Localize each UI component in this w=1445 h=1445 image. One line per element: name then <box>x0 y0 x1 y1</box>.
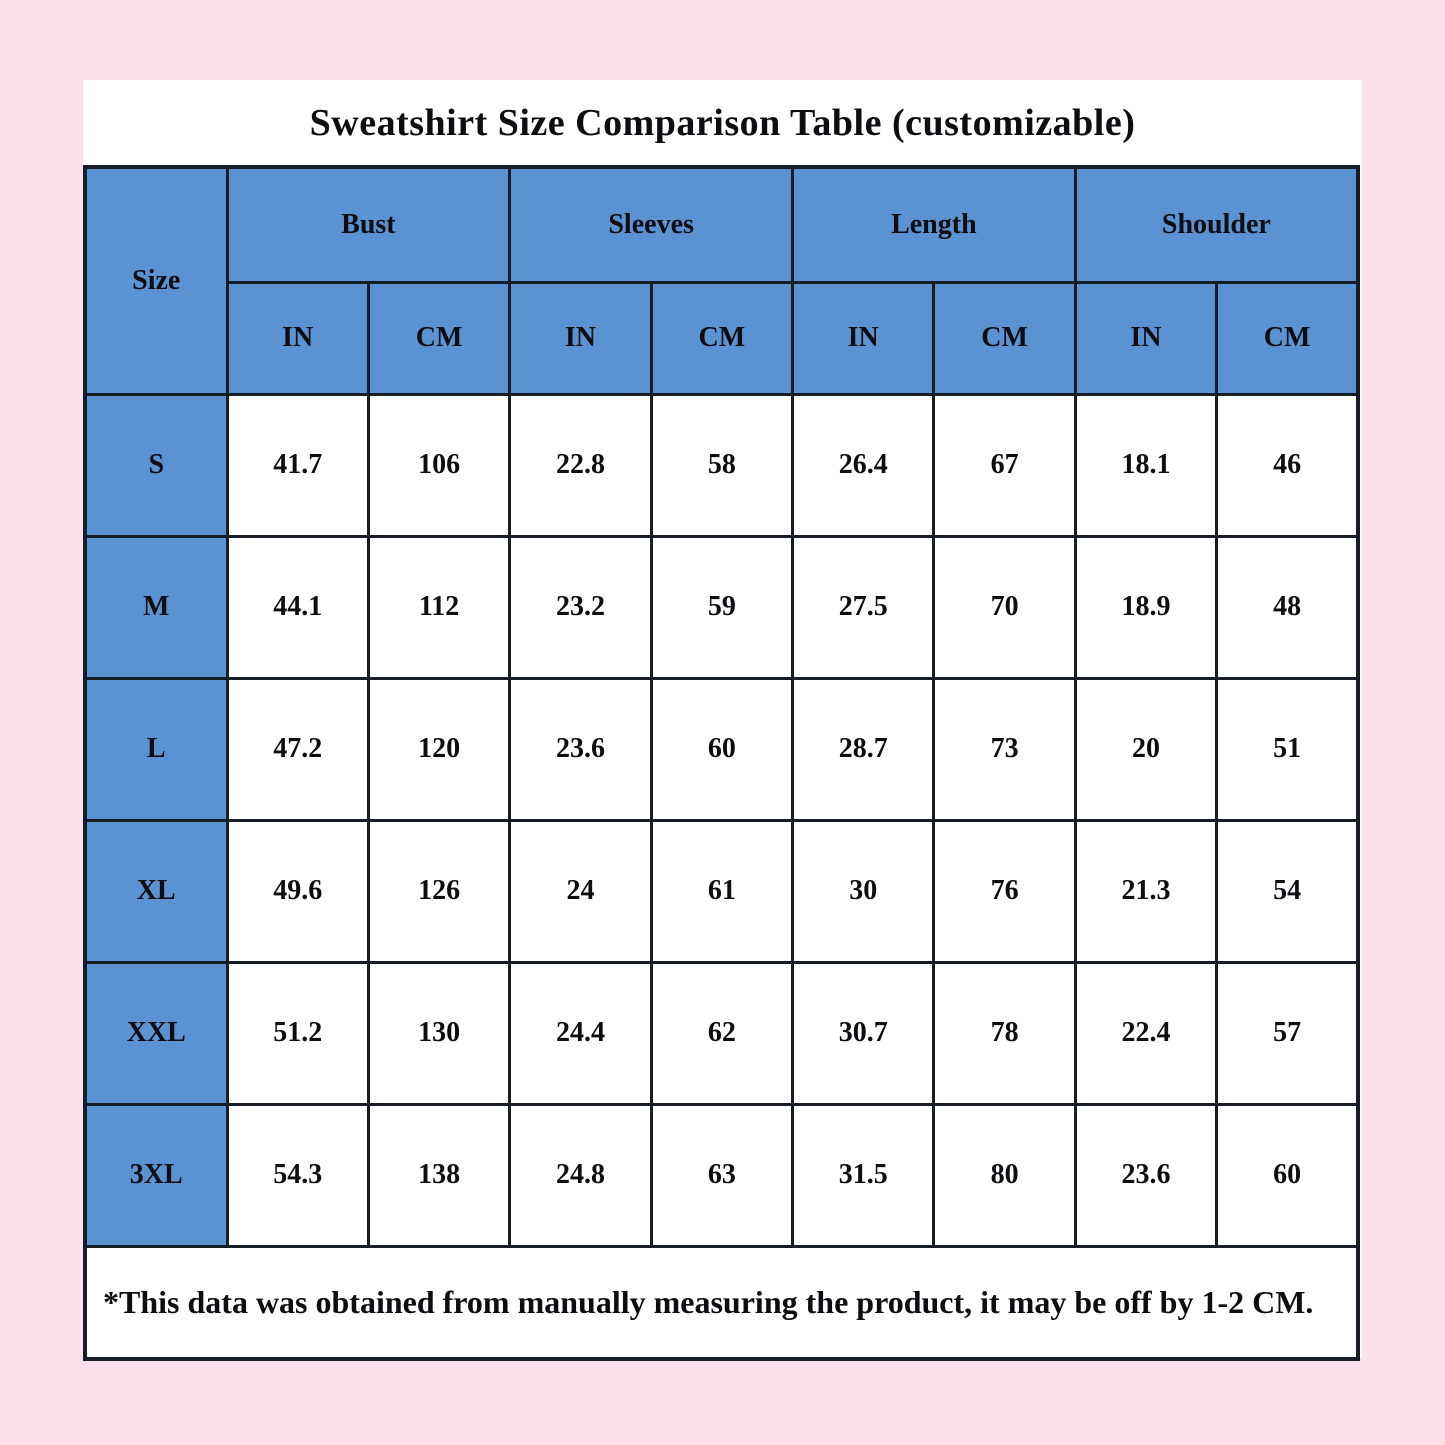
header-length-in: IN <box>790 280 936 396</box>
row-size-label: XXL <box>83 960 229 1106</box>
table-row: M 44.1 112 23.2 59 27.5 70 18.9 48 <box>83 534 1360 680</box>
measurement-cell: 70 <box>932 534 1077 680</box>
header-units-row: IN CM IN CM IN CM IN CM <box>85 280 1360 396</box>
header-sleeves-cm: CM <box>649 280 795 396</box>
measurement-cell: 24.8 <box>508 1102 653 1248</box>
table-row: L 47.2 120 23.6 60 28.7 73 20 51 <box>83 676 1360 822</box>
measurement-cell: 27.5 <box>790 534 936 680</box>
header-sleeves: Sleeves <box>508 165 794 284</box>
table-row: 3XL 54.3 138 24.8 63 31.5 80 23.6 60 <box>83 1102 1360 1248</box>
measurement-cell: 126 <box>366 818 512 964</box>
measurement-cell: 51.2 <box>225 960 370 1106</box>
measurement-cell: 73 <box>932 676 1077 822</box>
measurement-cell: 80 <box>932 1102 1077 1248</box>
measurement-cell: 31.5 <box>790 1102 936 1248</box>
header-sleeves-in: IN <box>508 280 653 396</box>
measurement-cell: 78 <box>932 960 1077 1106</box>
row-size-label: S <box>83 392 229 538</box>
table-row: XXL 51.2 130 24.4 62 30.7 78 22.4 57 <box>83 960 1360 1106</box>
measurement-cell: 47.2 <box>225 676 370 822</box>
measurement-cell: 67 <box>932 392 1077 538</box>
measurement-cell: 51 <box>1215 676 1360 822</box>
measurement-cell: 120 <box>366 676 512 822</box>
measurement-cell: 22.8 <box>508 392 653 538</box>
measurement-cell: 23.6 <box>508 676 653 822</box>
header-size: Size <box>83 165 229 396</box>
measurement-cell: 24 <box>508 818 653 964</box>
row-size-label: XL <box>83 818 229 964</box>
measurement-cell: 30.7 <box>790 960 936 1106</box>
measurement-cell: 48 <box>1215 534 1360 680</box>
measurement-cell: 21.3 <box>1073 818 1219 964</box>
measurement-cell: 41.7 <box>225 392 370 538</box>
table-row: XL 49.6 126 24 61 30 76 21.3 54 <box>83 818 1360 964</box>
measurement-cell: 23.2 <box>508 534 653 680</box>
table-header: Size Bust Sleeves Length Shoulder IN CM … <box>83 165 1360 396</box>
measurement-cell: 112 <box>366 534 512 680</box>
footnote-row: *This data was obtained from manually me… <box>83 1244 1360 1361</box>
header-shoulder-cm: CM <box>1215 280 1360 396</box>
measurement-cell: 44.1 <box>225 534 370 680</box>
row-size-label: L <box>83 676 229 822</box>
table-row: S 41.7 106 22.8 58 26.4 67 18.1 46 <box>83 392 1360 538</box>
measurement-cell: 106 <box>366 392 512 538</box>
measurement-cell: 54 <box>1215 818 1360 964</box>
page-title: Sweatshirt Size Comparison Table (custom… <box>309 101 1136 144</box>
measurement-cell: 60 <box>649 676 795 822</box>
row-size-label: M <box>83 534 229 680</box>
measurement-cell: 63 <box>649 1102 795 1248</box>
measurement-cell: 138 <box>366 1102 512 1248</box>
measurement-cell: 57 <box>1215 960 1360 1106</box>
measurement-cell: 130 <box>366 960 512 1106</box>
header-shoulder-in: IN <box>1073 280 1219 396</box>
content-panel: Sweatshirt Size Comparison Table (custom… <box>83 80 1362 1361</box>
measurement-cell: 61 <box>649 818 795 964</box>
measurement-cell: 22.4 <box>1073 960 1219 1106</box>
measurement-cell: 62 <box>649 960 795 1106</box>
measurement-cell: 59 <box>649 534 795 680</box>
measurement-cell: 76 <box>932 818 1077 964</box>
row-size-label: 3XL <box>83 1102 229 1248</box>
measurement-cell: 20 <box>1073 676 1219 822</box>
header-bust-in: IN <box>225 280 370 396</box>
footnote: *This data was obtained from manually me… <box>83 1244 1360 1361</box>
table-footer: *This data was obtained from manually me… <box>83 1244 1360 1361</box>
size-comparison-table: Size Bust Sleeves Length Shoulder IN CM … <box>83 165 1360 1361</box>
table-body: S 41.7 106 22.8 58 26.4 67 18.1 46 M 44.1 112 23.2 59… <box>83 392 1360 1248</box>
header-length-cm: CM <box>932 280 1077 396</box>
title-bar: Sweatshirt Size Comparison Table (custom… <box>83 80 1362 165</box>
header-bust: Bust <box>225 165 512 284</box>
measurement-cell: 49.6 <box>225 818 370 964</box>
measurement-cell: 54.3 <box>225 1102 370 1248</box>
header-group-row: Size Bust Sleeves Length Shoulder <box>83 165 1360 396</box>
measurement-cell: 18.9 <box>1073 534 1219 680</box>
measurement-cell: 23.6 <box>1073 1102 1219 1248</box>
measurement-cell: 60 <box>1215 1102 1360 1248</box>
header-length: Length <box>791 165 1077 284</box>
measurement-cell: 26.4 <box>790 392 936 538</box>
measurement-cell: 46 <box>1215 392 1360 538</box>
measurement-cell: 18.1 <box>1073 392 1219 538</box>
measurement-cell: 58 <box>649 392 795 538</box>
measurement-cell: 28.7 <box>790 676 936 822</box>
header-bust-cm: CM <box>366 280 512 396</box>
measurement-cell: 24.4 <box>508 960 653 1106</box>
measurement-cell: 30 <box>790 818 936 964</box>
header-shoulder: Shoulder <box>1073 165 1360 284</box>
